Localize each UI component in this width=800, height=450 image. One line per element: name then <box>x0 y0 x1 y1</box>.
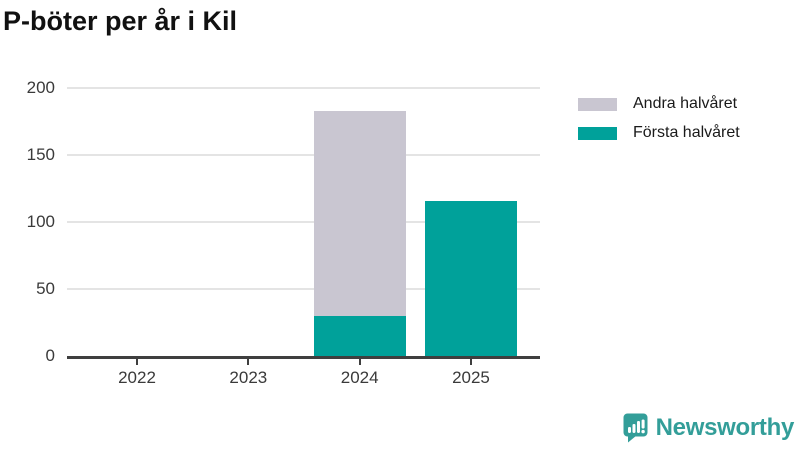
legend-swatch-icon <box>578 126 617 140</box>
newsworthy-logo: Newsworthy <box>623 413 794 443</box>
x-tick-2023 <box>247 359 250 365</box>
legend-swatch-icon <box>578 97 617 111</box>
x-tick-2024 <box>358 359 361 365</box>
gridline-200 <box>67 87 540 89</box>
legend-item: Andra halvåret <box>578 95 740 113</box>
bar-2025 <box>424 200 517 356</box>
gridline-150 <box>67 154 540 156</box>
x-tick-label-2024: 2024 <box>340 368 379 387</box>
y-tick-label-100: 100 <box>26 212 55 231</box>
x-tick-label-2022: 2022 <box>118 368 156 387</box>
legend-label: Andra halvåret <box>633 95 738 112</box>
gridline-50 <box>67 288 540 290</box>
y-tick-label-150: 150 <box>26 145 55 164</box>
gridline-100 <box>67 221 540 223</box>
legend-item: Första halvåret <box>578 124 740 142</box>
bar-segment-2024-f-rsta-halv-ret <box>313 315 406 356</box>
x-tick-2025 <box>469 359 472 365</box>
y-tick-label-0: 0 <box>45 346 55 365</box>
plot-area <box>67 87 540 359</box>
chart-title: P-böter per år i Kil <box>3 6 238 36</box>
bar-segment-2025-f-rsta-halv-ret <box>424 200 517 356</box>
bar-segment-2024-andra-halv-ret <box>313 110 406 316</box>
legend-label: Första halvåret <box>633 124 740 141</box>
x-tick-2022 <box>136 359 138 365</box>
legend: Andra halvåret Första halvåret <box>578 95 740 153</box>
bar-chart-speech-bubble-icon <box>623 413 648 443</box>
x-tick-label-2023: 2023 <box>229 368 268 387</box>
y-tick-label-50: 50 <box>36 279 55 298</box>
bar-2024 <box>313 110 406 356</box>
newsworthy-logo-text: Newsworthy <box>655 414 795 441</box>
y-tick-label-200: 200 <box>26 78 55 97</box>
x-tick-label-2025: 2025 <box>452 368 490 387</box>
